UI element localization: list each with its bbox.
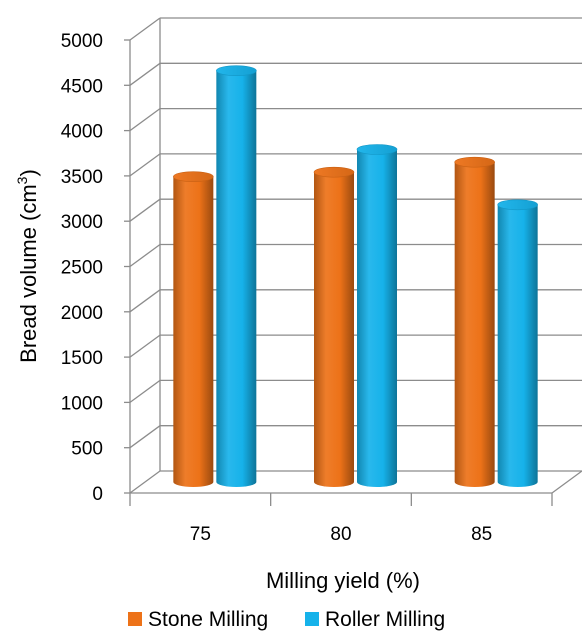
bar-roller-milling-75 xyxy=(216,65,257,488)
legend: Stone Milling Roller Milling xyxy=(128,608,445,631)
bar-body xyxy=(497,204,538,488)
gridline-diagonal xyxy=(129,334,161,358)
y-tick-label: 1000 xyxy=(61,393,103,414)
y-tick-label: 2000 xyxy=(61,303,103,324)
bar-body xyxy=(357,149,397,488)
legend-swatch xyxy=(128,612,142,626)
y-tick-label: 3500 xyxy=(61,167,103,188)
gridline-diagonal xyxy=(129,198,161,222)
x-axis-title: Milling yield (%) xyxy=(266,568,420,593)
gridline-diagonal xyxy=(129,379,161,403)
y-tick-label: 2500 xyxy=(61,258,103,279)
x-tick-label: 80 xyxy=(330,524,351,545)
bar-body xyxy=(314,172,354,487)
bars xyxy=(173,65,538,488)
bar-stone-milling-75 xyxy=(173,171,214,488)
bar-cap xyxy=(454,156,495,168)
gridline-diagonal xyxy=(129,425,161,449)
y-tick-label: 4500 xyxy=(61,76,103,97)
gridline-diagonal xyxy=(129,153,161,177)
x-tick-label: 75 xyxy=(190,524,211,545)
x-tick-label: 85 xyxy=(471,524,492,545)
bar-cap xyxy=(356,144,398,155)
gridline-diagonal xyxy=(129,470,161,494)
y-tick-label: 3000 xyxy=(61,212,103,233)
bar-cap xyxy=(497,199,538,211)
bar-body xyxy=(216,70,257,488)
bar-stone-milling-80 xyxy=(313,166,355,487)
floor-right-edge xyxy=(551,470,582,494)
legend-item: Stone Milling xyxy=(128,608,268,631)
gridline-diagonal xyxy=(129,62,161,86)
y-tick-label: 4000 xyxy=(61,122,103,143)
gridline-diagonal xyxy=(129,243,161,268)
gridline-diagonal xyxy=(129,289,161,313)
legend-label: Roller Milling xyxy=(325,608,445,631)
y-tick-label: 500 xyxy=(71,439,103,460)
bar-cap xyxy=(313,166,355,178)
bar-body xyxy=(173,176,214,488)
y-tick-label: 1500 xyxy=(61,348,103,369)
legend-item: Roller Milling xyxy=(305,608,445,631)
bar-body xyxy=(454,162,495,487)
y-tick-label: 5000 xyxy=(61,31,103,52)
bar-stone-milling-85 xyxy=(454,156,495,487)
legend-swatch xyxy=(305,612,319,626)
y-axis-title: Bread volume (cm3) xyxy=(14,169,41,363)
y-tick-labels: 0 500 1000 1500 2000 2500 3000 3500 4000 4500 5000 xyxy=(61,31,103,505)
bar-roller-milling-85 xyxy=(497,199,538,488)
y-tick-label: 0 xyxy=(92,484,103,505)
x-tick-labels: 75 80 85 xyxy=(190,524,492,545)
bar-roller-milling-80 xyxy=(356,144,398,488)
bar-cap xyxy=(216,65,257,76)
bar-cap xyxy=(173,171,214,182)
gridline-diagonal xyxy=(129,17,161,41)
legend-label: Stone Milling xyxy=(148,608,268,631)
gridline-diagonal xyxy=(129,108,161,132)
